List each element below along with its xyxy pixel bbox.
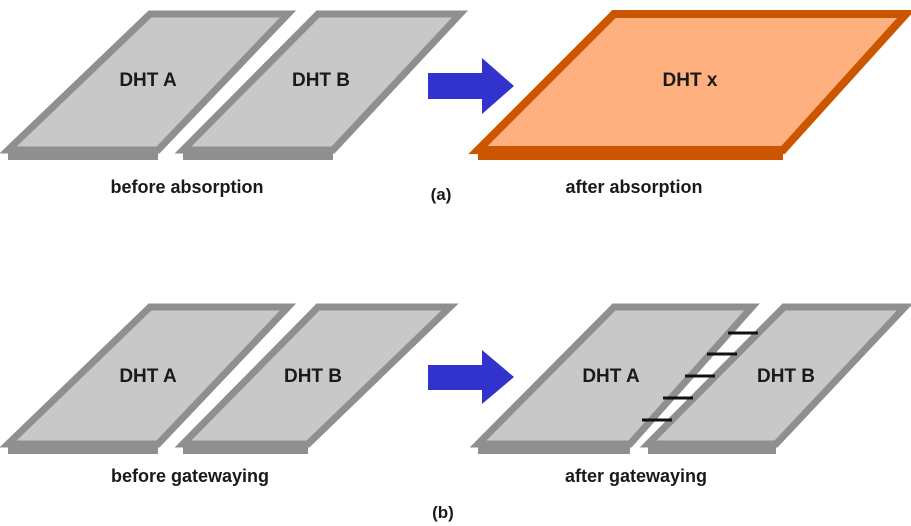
dht-x-plane-after-absorption: DHT x bbox=[468, 10, 911, 160]
transition-arrow-icon bbox=[428, 350, 514, 404]
plane-face bbox=[174, 10, 469, 154]
panel-a: DHT A DHT B before absorption DHT x afte… bbox=[0, 10, 911, 204]
caption-after-absorption: after absorption bbox=[565, 177, 702, 197]
transition-arrow-icon bbox=[428, 58, 514, 114]
dht-a-label: DHT A bbox=[119, 366, 177, 387]
caption-before-absorption: before absorption bbox=[110, 177, 263, 197]
dht-b-plane-after-gatewaying: DHT B bbox=[639, 303, 911, 454]
dht-a-plane-before-gatewaying: DHT A bbox=[0, 303, 297, 454]
dht-b-plane-before-absorption: DHT B bbox=[174, 10, 469, 160]
dht-b-plane-before-gatewaying: DHT B bbox=[174, 303, 459, 454]
panel-b: DHT A DHT B before gatewaying DHT A DHT … bbox=[0, 303, 911, 522]
dht-a-plane-before-absorption: DHT A bbox=[0, 10, 297, 160]
dht-a-label: DHT A bbox=[582, 366, 640, 387]
panel-a-id: (a) bbox=[431, 185, 452, 204]
plane-face bbox=[0, 10, 297, 154]
panel-b-id: (b) bbox=[432, 503, 454, 522]
gateway-links bbox=[642, 331, 758, 422]
caption-after-gatewaying: after gatewaying bbox=[565, 466, 707, 486]
dht-a-plane-after-gatewaying: DHT A bbox=[469, 303, 760, 454]
dht-b-label: DHT B bbox=[284, 366, 342, 387]
plane-face bbox=[468, 10, 911, 154]
plane-face bbox=[0, 303, 297, 448]
plane-face bbox=[469, 303, 760, 448]
dht-x-label: DHT x bbox=[663, 70, 718, 91]
caption-before-gatewaying: before gatewaying bbox=[111, 466, 269, 486]
dht-b-label: DHT B bbox=[757, 366, 815, 387]
dht-a-label: DHT A bbox=[119, 70, 177, 91]
plane-face bbox=[174, 303, 459, 448]
plane-face bbox=[639, 303, 911, 448]
dht-b-label: DHT B bbox=[292, 70, 350, 91]
